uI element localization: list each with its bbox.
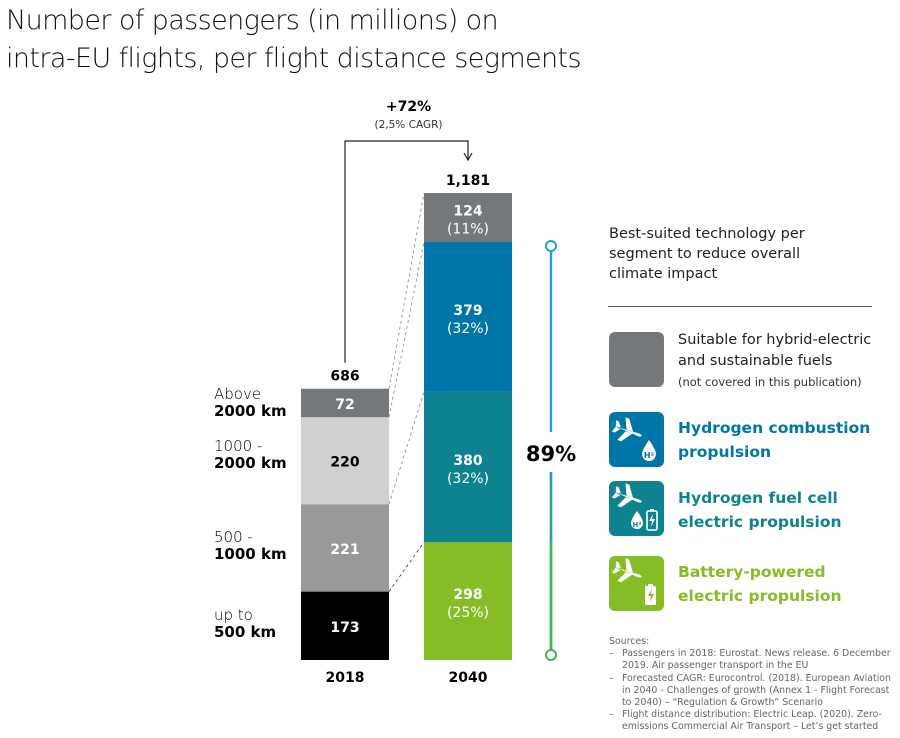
segment-connector-line [388,391,425,505]
legend-label: propulsion [678,443,772,461]
x-tick-label: 2040 [449,670,488,686]
airplane-battery-icon [609,556,664,611]
segment-connector-line [388,541,425,592]
bar-segment-2018-2 [301,417,389,505]
svg-text:H²: H² [644,451,655,460]
bar-segment-2018-3 [301,388,389,418]
source-item: Passengers in 2018: Eurostat. News relea… [609,648,899,672]
bracket-bottom-dot [545,649,557,661]
sources: Sources: Passengers in 2018: Eurostat. N… [609,636,899,734]
legend-divider [608,306,872,307]
bar-segment-2040-1 [424,391,512,543]
bar-segment-2040-0 [424,542,512,660]
legend-label: Battery-powered [678,563,826,581]
x-tick-label: 2018 [326,670,365,686]
segment-connector-line [388,241,425,418]
airplane-hydrogen-battery-icon: H² [609,481,664,536]
bar-value-label: 124 [453,204,482,220]
bar-value-label: 380 [453,453,482,469]
legend-label: Suitable for hybrid-electric [678,332,872,348]
chart-title-line1: Number of passengers (in millions) on [6,5,499,36]
bar-share-label: (32%) [447,471,489,487]
legend-note: (not covered in this publication) [678,375,862,389]
legend-label: Hydrogen combustion [678,419,871,437]
segment-connector-line [388,192,425,389]
bar-segment-2040-3 [424,193,512,243]
chart-title-line2: intra-EU flights, per flight distance se… [6,43,582,74]
legend-label: electric propulsion [678,513,842,531]
bar-total-label: 1,181 [446,173,490,189]
bar-segment-2018-0 [301,591,389,660]
bar-segment-2018-1 [301,504,389,592]
bar-value-label: 72 [335,397,354,413]
bracket-top-dot [545,240,557,252]
source-item: Flight distance distribution: Electric L… [609,709,899,733]
bar-share-label: (11%) [447,222,489,238]
segment-label-500-1000: 500 - 1000 km [214,528,287,563]
bar-value-label: 173 [330,620,359,636]
bar-segment-2040-2 [424,242,512,392]
bar-value-label: 221 [330,542,359,558]
segment-label-1000-2000: 1000 - 2000 km [214,437,287,472]
legend-swatch-grey [609,332,664,387]
source-item: Forecasted CAGR: Eurocontrol. (2018). Eu… [609,673,899,710]
bar-share-label: (25%) [447,605,489,621]
legend-heading: Best-suited technology per segment to re… [609,226,805,282]
bracket-line-green [549,540,553,655]
bar-total-label: 686 [330,369,359,385]
bar-value-label: 220 [330,455,359,471]
bracket-share-label: 89% [526,442,576,466]
growth-label: +72% [386,99,431,115]
sources-heading: Sources: [609,636,650,647]
segment-label-above-2000: Above 2000 km [214,385,287,420]
bracket-label-bg [522,432,580,472]
legend-label: Hydrogen fuel cell [678,489,838,507]
bar-value-label: 298 [453,587,482,603]
growth-arrow-line [344,140,469,363]
chart-title: Number of passengers (in millions) on in… [6,2,582,78]
cagr-label: (2,5% CAGR) [375,119,443,131]
segment-label-up-to-500: up to 500 km [214,606,277,641]
bar-share-label: (32%) [447,321,489,337]
svg-text:H²: H² [633,521,642,529]
bar-value-label: 379 [453,303,482,319]
airplane-hydrogen-icon: H² [609,412,664,467]
legend-label: electric propulsion [678,587,842,605]
arrow-head-icon [463,152,473,162]
legend-label: and sustainable fuels [678,353,833,369]
